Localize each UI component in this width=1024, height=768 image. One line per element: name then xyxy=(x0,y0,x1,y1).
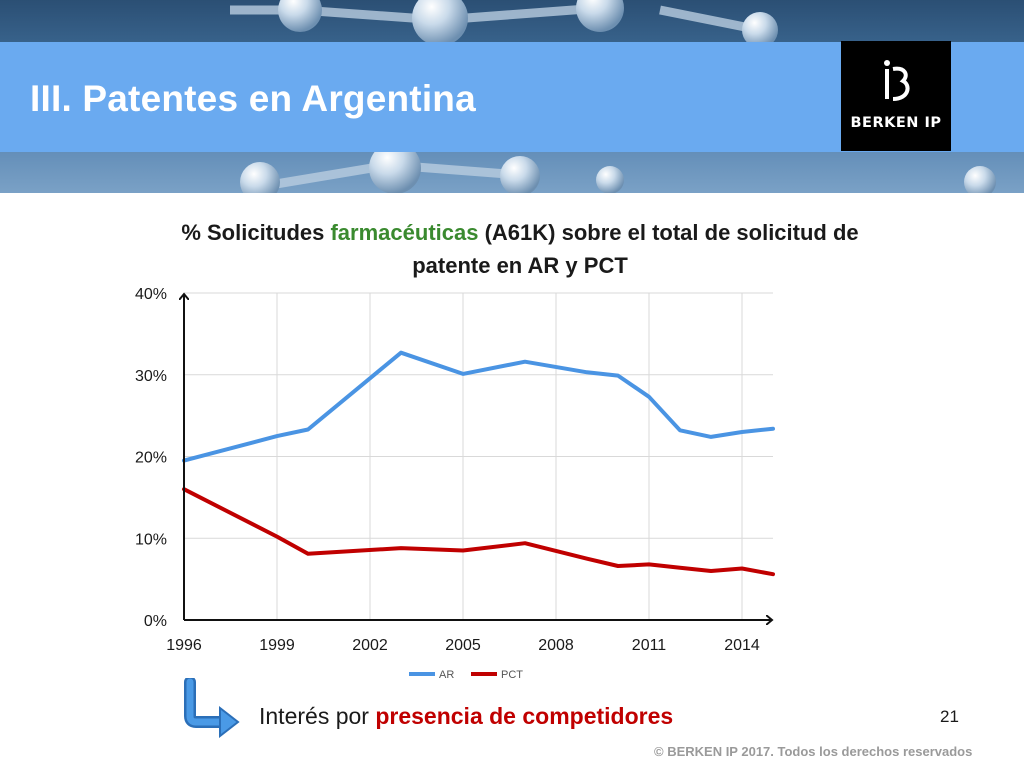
x-tick-label: 2005 xyxy=(445,637,481,654)
note-prefix: Interés por xyxy=(259,703,376,729)
conclusion-note: Interés por presencia de competidores xyxy=(259,703,673,730)
berken-logo-mark xyxy=(884,60,910,101)
molecule-background xyxy=(230,0,996,193)
x-tick-label: 2008 xyxy=(538,637,574,654)
chart-title-part1: % Solicitudes xyxy=(181,220,331,245)
series-line-pct xyxy=(182,487,775,577)
series-line-ar xyxy=(182,350,775,463)
logo-text: BERKEN IP xyxy=(850,115,942,131)
y-tick-label: 10% xyxy=(135,531,167,548)
x-tick-label: 2014 xyxy=(724,637,760,654)
y-tick-label: 30% xyxy=(135,368,167,385)
legend-label-pct: PCT xyxy=(501,669,523,681)
y-tick-label: 40% xyxy=(135,286,167,303)
legend-label-ar: AR xyxy=(439,669,454,681)
note-highlight: presencia de competidores xyxy=(375,703,674,729)
chart-title-highlight: farmacéuticas xyxy=(330,220,479,245)
header-banner: III. Patentes en Argentina BERKEN IP xyxy=(0,0,1024,193)
x-tick-label: 2011 xyxy=(632,637,667,654)
y-tick-label: 0% xyxy=(144,613,167,630)
x-tick-label: 1996 xyxy=(166,637,202,654)
slide-title: III. Patentes en Argentina xyxy=(30,78,476,119)
berken-logo: BERKEN IP xyxy=(841,41,951,151)
bent-arrow-icon xyxy=(178,676,242,743)
chart-title: % Solicitudes farmacéuticas (A61K) sobre… xyxy=(150,216,890,282)
y-tick-label: 20% xyxy=(135,450,167,467)
copyright-text: © BERKEN IP 2017. Todos los derechos res… xyxy=(654,744,973,759)
x-tick-label: 2002 xyxy=(352,637,388,654)
chart-title-part2: (A61K) sobre el total de solicitud de pa… xyxy=(412,220,859,278)
page-number: 21 xyxy=(940,707,959,726)
x-tick-label: 1999 xyxy=(259,637,295,654)
